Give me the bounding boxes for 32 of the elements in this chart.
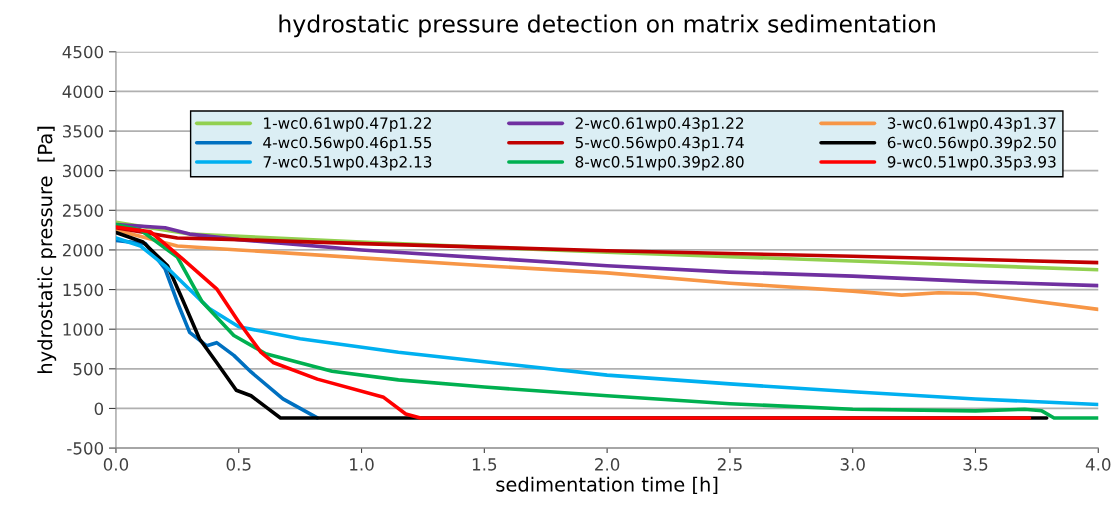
legend-label: 1-wc0.61wp0.47p1.22 [264, 117, 431, 132]
legend-label: 2-wc0.61wp0.43p1.22 [575, 117, 744, 132]
x-tick-label: 0.0 [103, 458, 129, 471]
y-tick-label: 3000 [63, 164, 104, 178]
x-tick-label: 3.0 [840, 458, 865, 471]
legend-label: 9-wc0.51wp0.35p3.93 [887, 156, 1056, 171]
legend-label: 6-wc0.56wp0.39p2.50 [887, 136, 1056, 152]
y-tick-label: -500 [67, 442, 104, 455]
x-tick-label: 4.0 [1085, 458, 1111, 471]
x-axis-title: sedimentation time [h] [496, 476, 718, 495]
y-tick-label: 2500 [62, 204, 104, 217]
x-tick-label: 2.5 [717, 458, 742, 471]
y-tick-label: 1000 [63, 323, 104, 336]
y-tick-label: 3500 [63, 125, 104, 138]
x-tick-label: 1.5 [472, 458, 497, 471]
y-axis-title: hydrostatic pressure [Pa] [37, 126, 57, 373]
x-tick-label: 1.0 [350, 458, 374, 471]
x-tick-label: 2.0 [595, 458, 620, 471]
x-tick-label: 3.5 [963, 458, 988, 471]
x-tick-label: 0.5 [226, 458, 251, 471]
y-tick-label: 4500 [62, 45, 104, 59]
y-tick-label: 0 [94, 402, 104, 416]
y-tick-label: 4000 [62, 85, 104, 98]
y-tick-label: 1500 [63, 283, 104, 297]
y-tick-label: 500 [73, 362, 104, 376]
y-tick-label: 2000 [62, 243, 104, 257]
legend-label: 4-wc0.56wp0.46p1.55 [263, 136, 432, 152]
legend-label: 5-wc0.56wp0.43p1.74 [575, 136, 744, 152]
chart-title: hydrostatic pressure detection on matrix sedimentation [279, 14, 935, 38]
legend-label: 7-wc0.51wp0.43p2.13 [263, 156, 432, 171]
legend-label: 3-wc0.61wp0.43p1.37 [887, 117, 1056, 132]
legend-label: 8-wc0.51wp0.39p2.80 [575, 156, 744, 171]
